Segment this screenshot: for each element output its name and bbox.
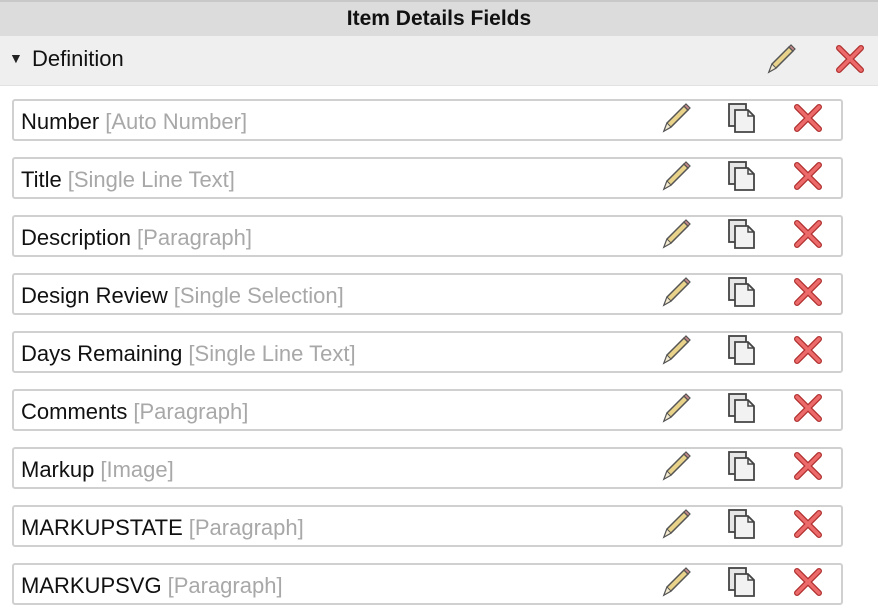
field-label: Title — [21, 167, 62, 192]
pencil-icon — [763, 42, 797, 81]
field-row[interactable]: Number [Auto Number] — [12, 99, 843, 141]
field-name: Markup [Image] — [21, 457, 174, 483]
field-type: [Single Selection] — [173, 283, 344, 308]
field-name: MARKUPSTATE [Paragraph] — [21, 515, 304, 541]
copy-field-button[interactable] — [713, 157, 769, 199]
delete-field-button[interactable] — [780, 99, 836, 141]
copy-field-button[interactable] — [713, 563, 769, 605]
edit-field-button[interactable] — [647, 99, 703, 141]
edit-field-button[interactable] — [647, 215, 703, 257]
edit-field-button[interactable] — [647, 563, 703, 605]
copy-icon — [724, 449, 758, 488]
copy-field-button[interactable] — [713, 99, 769, 141]
field-row[interactable]: Days Remaining [Single Line Text] — [12, 331, 843, 373]
x-icon — [791, 159, 825, 198]
copy-field-button[interactable] — [713, 215, 769, 257]
field-label: Days Remaining — [21, 341, 183, 366]
field-row[interactable]: Title [Single Line Text] — [12, 157, 843, 199]
field-row[interactable]: Description [Paragraph] — [12, 215, 843, 257]
pencil-icon — [658, 333, 692, 372]
field-label: MARKUPSTATE — [21, 515, 183, 540]
field-row[interactable]: Comments [Paragraph] — [12, 389, 843, 431]
field-type: [Auto Number] — [105, 109, 248, 134]
field-type: [Single Line Text] — [67, 167, 235, 192]
delete-field-button[interactable] — [780, 331, 836, 373]
field-name: Title [Single Line Text] — [21, 167, 235, 193]
x-icon — [791, 565, 825, 604]
copy-field-button[interactable] — [713, 505, 769, 547]
pencil-icon — [658, 217, 692, 256]
field-type: [Paragraph] — [137, 225, 253, 250]
pencil-icon — [658, 159, 692, 198]
pencil-icon — [658, 391, 692, 430]
field-name: Days Remaining [Single Line Text] — [21, 341, 356, 367]
field-row[interactable]: MARKUPSTATE [Paragraph] — [12, 505, 843, 547]
edit-field-button[interactable] — [647, 157, 703, 199]
section-label: Definition — [32, 46, 124, 71]
field-label: Number — [21, 109, 100, 134]
copy-field-button[interactable] — [713, 447, 769, 489]
delete-field-button[interactable] — [780, 273, 836, 315]
delete-field-button[interactable] — [780, 505, 836, 547]
field-name: Design Review [Single Selection] — [21, 283, 344, 309]
copy-icon — [724, 217, 758, 256]
definition-section-header[interactable]: ▼ Definition — [0, 36, 878, 86]
delete-field-button[interactable] — [780, 563, 836, 605]
edit-field-button[interactable] — [647, 447, 703, 489]
field-type: [Paragraph] — [133, 399, 249, 424]
field-type: [Single Line Text] — [188, 341, 356, 366]
copy-field-button[interactable] — [713, 389, 769, 431]
delete-field-button[interactable] — [780, 389, 836, 431]
panel-title: Item Details Fields — [0, 0, 878, 36]
pencil-icon — [658, 507, 692, 546]
edit-field-button[interactable] — [647, 273, 703, 315]
field-name: Number [Auto Number] — [21, 109, 247, 135]
x-icon — [791, 449, 825, 488]
copy-icon — [724, 101, 758, 140]
field-name: Description [Paragraph] — [21, 225, 252, 251]
edit-section-button[interactable] — [752, 40, 808, 82]
field-type: [Paragraph] — [167, 573, 283, 598]
field-name: Comments [Paragraph] — [21, 399, 248, 425]
copy-field-button[interactable] — [713, 331, 769, 373]
pencil-icon — [658, 449, 692, 488]
field-row[interactable]: Design Review [Single Selection] — [12, 273, 843, 315]
edit-field-button[interactable] — [647, 505, 703, 547]
field-name: MARKUPSVG [Paragraph] — [21, 573, 283, 599]
x-icon — [791, 391, 825, 430]
copy-icon — [724, 275, 758, 314]
x-icon — [833, 42, 867, 81]
pencil-icon — [658, 565, 692, 604]
edit-field-button[interactable] — [647, 331, 703, 373]
field-row[interactable]: MARKUPSVG [Paragraph] — [12, 563, 843, 605]
x-icon — [791, 507, 825, 546]
x-icon — [791, 101, 825, 140]
delete-field-button[interactable] — [780, 447, 836, 489]
copy-field-button[interactable] — [713, 273, 769, 315]
field-label: Comments — [21, 399, 128, 424]
delete-field-button[interactable] — [780, 157, 836, 199]
copy-icon — [724, 507, 758, 546]
field-label: Markup — [21, 457, 95, 482]
x-icon — [791, 333, 825, 372]
delete-field-button[interactable] — [780, 215, 836, 257]
field-label: Description — [21, 225, 132, 250]
copy-icon — [724, 391, 758, 430]
x-icon — [791, 217, 825, 256]
edit-field-button[interactable] — [647, 389, 703, 431]
field-label: MARKUPSVG — [21, 573, 162, 598]
field-row[interactable]: Markup [Image] — [12, 447, 843, 489]
copy-icon — [724, 333, 758, 372]
field-type: [Paragraph] — [188, 515, 304, 540]
field-label: Design Review — [21, 283, 168, 308]
copy-icon — [724, 159, 758, 198]
copy-icon — [724, 565, 758, 604]
delete-section-button[interactable] — [822, 40, 878, 82]
collapse-triangle-icon[interactable]: ▼ — [9, 50, 23, 66]
x-icon — [791, 275, 825, 314]
pencil-icon — [658, 275, 692, 314]
field-type: [Image] — [100, 457, 174, 482]
pencil-icon — [658, 101, 692, 140]
